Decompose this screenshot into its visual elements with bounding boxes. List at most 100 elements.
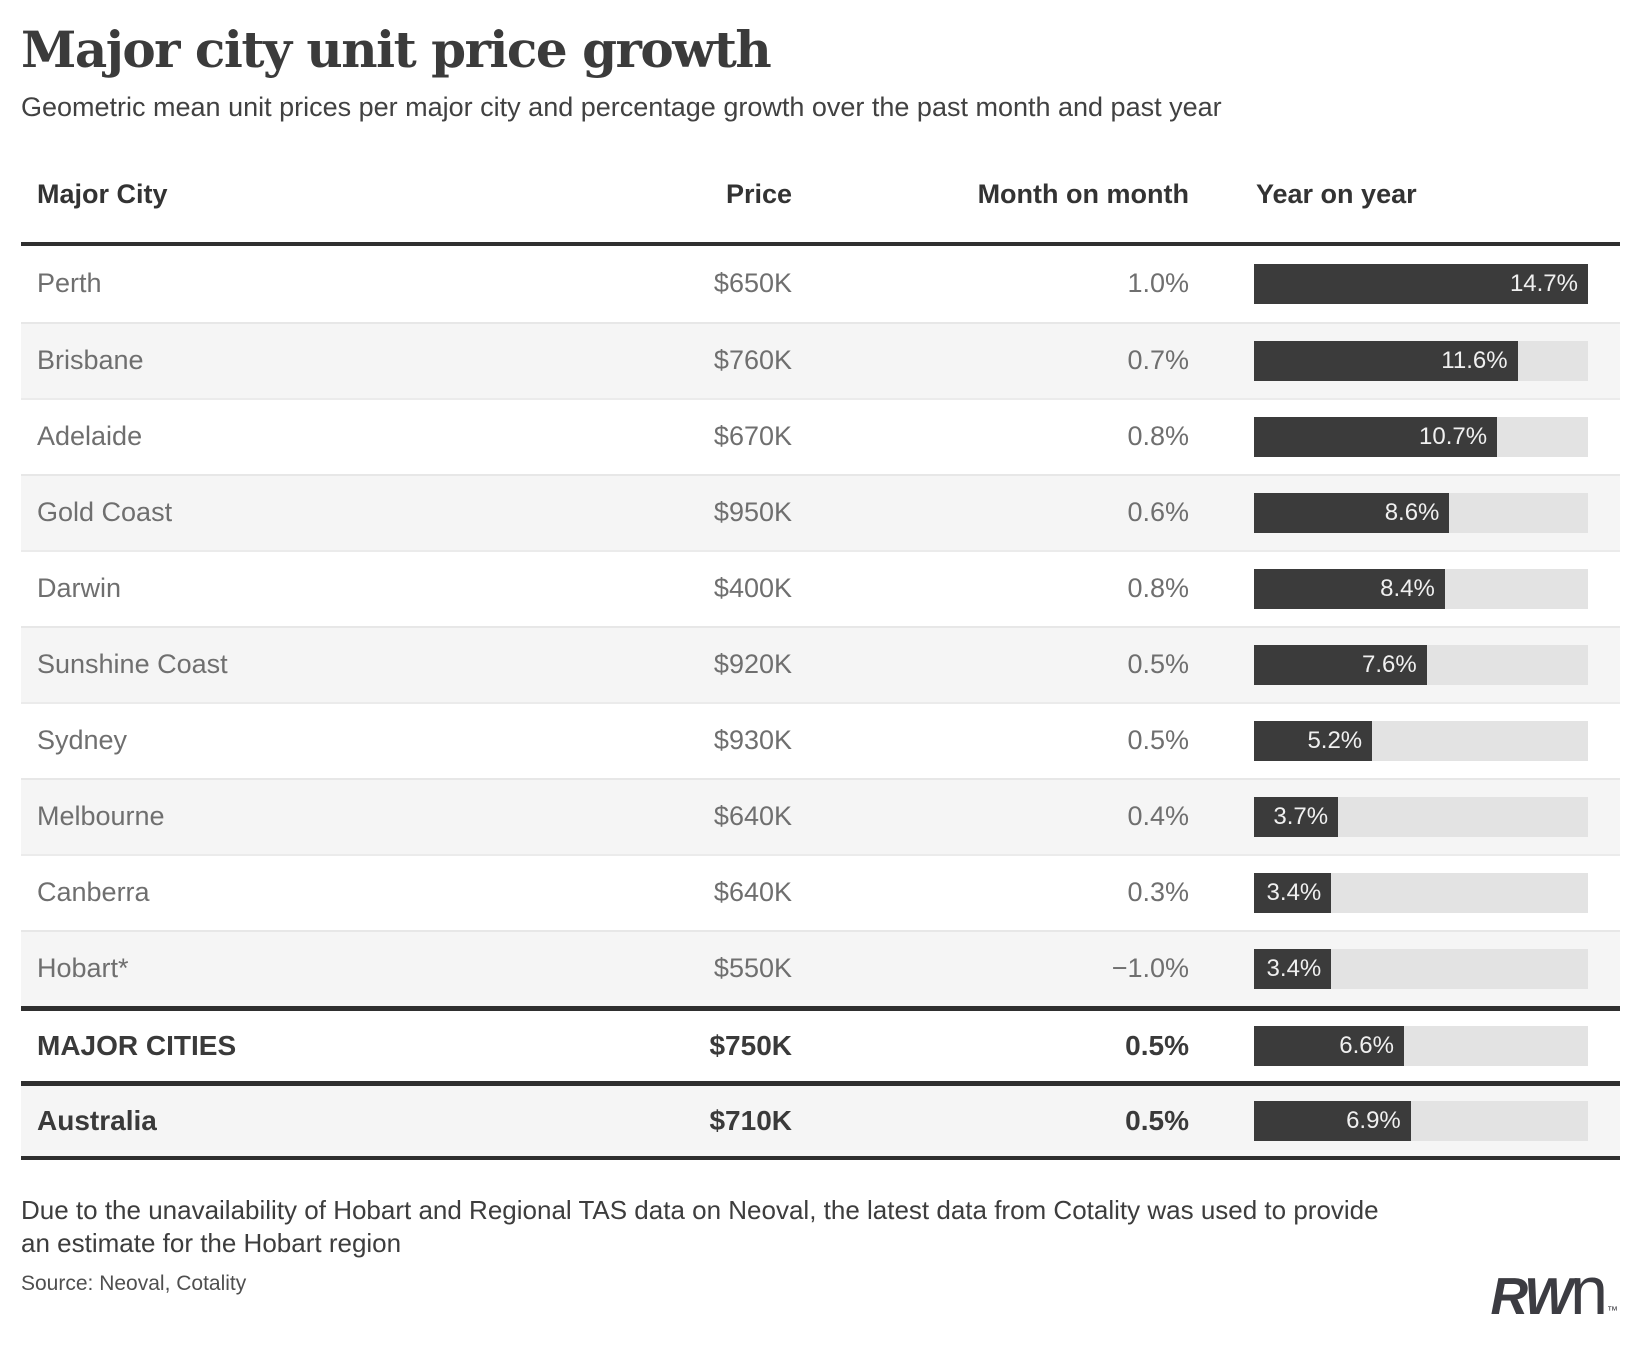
yoy-bar-track: 14.7% — [1254, 263, 1588, 304]
yoy-value-label: 5.2% — [1307, 726, 1363, 754]
yoy-bar-track: 3.7% — [1254, 796, 1588, 837]
yoy-bar-track: 6.9% — [1254, 1100, 1588, 1141]
city-cell: Hobart* — [37, 953, 129, 984]
price-cell: $650K — [713, 268, 792, 299]
table-row: Hobart* $550K −1.0% 3.4% — [21, 929, 1620, 1006]
price-cell: $400K — [713, 573, 792, 604]
yoy-value-label: 10.7% — [1419, 422, 1488, 450]
yoy-bar: 3.4% — [1254, 872, 1332, 913]
city-cell: Adelaide — [37, 421, 143, 452]
yoy-bar-track: 6.6% — [1254, 1025, 1588, 1066]
yoy-bar: 11.6% — [1254, 340, 1518, 381]
rwn-logo: RWn™ — [1490, 1252, 1618, 1330]
price-cell: $920K — [713, 649, 792, 680]
yoy-value-label: 8.4% — [1380, 574, 1435, 602]
yoy-bar: 14.7% — [1254, 263, 1588, 304]
city-cell: Melbourne — [37, 801, 165, 832]
month-on-month-cell: −1.0% — [1111, 953, 1189, 984]
trademark-symbol: ™ — [1607, 1305, 1618, 1317]
price-cell: $750K — [709, 1029, 792, 1061]
city-cell: Sunshine Coast — [37, 649, 228, 680]
yoy-bar: 3.7% — [1254, 796, 1339, 837]
price-cell: $710K — [709, 1104, 792, 1136]
month-on-month-cell: 1.0% — [1127, 268, 1189, 299]
yoy-bar: 8.6% — [1254, 492, 1450, 533]
month-on-month-cell: 0.5% — [1125, 1104, 1189, 1136]
month-on-month-cell: 0.8% — [1127, 573, 1189, 604]
yoy-bar-track: 5.2% — [1254, 720, 1588, 761]
logo-rw-text: RW — [1490, 1268, 1573, 1326]
table-row: Australia $710K 0.5% 6.9% — [21, 1080, 1620, 1156]
yoy-bar: 10.7% — [1254, 416, 1498, 457]
source-label: Source: Neoval, Cotality — [21, 1271, 247, 1295]
table-row: Canberra $640K 0.3% 3.4% — [21, 853, 1620, 930]
city-cell: Canberra — [37, 877, 150, 908]
yoy-bar-track: 3.4% — [1254, 872, 1588, 913]
column-header-price: Price — [725, 178, 792, 209]
table-header-row: Major City Price Month on month Year on … — [21, 179, 1620, 246]
city-cell: Darwin — [37, 573, 122, 604]
yoy-bar: 6.9% — [1254, 1100, 1411, 1141]
month-on-month-cell: 0.4% — [1127, 801, 1189, 832]
yoy-bar: 5.2% — [1254, 720, 1373, 761]
table-row: Sydney $930K 0.5% 5.2% — [21, 701, 1620, 778]
city-cell: Perth — [37, 268, 102, 299]
yoy-value-label: 11.6% — [1441, 346, 1508, 374]
yoy-value-label: 8.6% — [1384, 498, 1440, 526]
yoy-bar-track: 7.6% — [1254, 644, 1588, 685]
table-row: Sunshine Coast $920K 0.5% 7.6% — [21, 625, 1620, 702]
footnote: Due to the unavailability of Hobart and … — [21, 1194, 1379, 1258]
table-row: Brisbane $760K 0.7% 11.6% — [21, 321, 1620, 398]
yoy-bar-track: 3.4% — [1254, 948, 1588, 989]
price-cell: $670K — [713, 421, 792, 452]
column-header-month-on-month: Month on month — [977, 178, 1189, 209]
yoy-value-label: 3.4% — [1266, 878, 1322, 906]
city-cell: Gold Coast — [37, 497, 173, 528]
city-cell: Brisbane — [37, 345, 144, 376]
table-row: Melbourne $640K 0.4% 3.7% — [21, 777, 1620, 854]
page: Major city unit price growth Geometric m… — [0, 20, 1640, 1348]
yoy-value-label: 14.7% — [1509, 269, 1578, 297]
yoy-bar: 7.6% — [1254, 644, 1427, 685]
yoy-bar-track: 10.7% — [1254, 416, 1588, 457]
column-header-year-on-year: Year on year — [1256, 178, 1417, 209]
yoy-value-label: 7.6% — [1361, 650, 1417, 678]
month-on-month-cell: 0.5% — [1127, 725, 1189, 756]
yoy-value-label: 6.9% — [1346, 1106, 1401, 1134]
yoy-value-label: 3.7% — [1273, 802, 1329, 830]
page-subtitle: Geometric mean unit prices per major cit… — [21, 91, 1222, 122]
city-cell: Australia — [37, 1104, 157, 1136]
price-cell: $550K — [713, 953, 792, 984]
price-cell: $930K — [713, 725, 792, 756]
yoy-value-label: 6.6% — [1339, 1031, 1394, 1059]
yoy-bar: 3.4% — [1254, 948, 1332, 989]
price-cell: $950K — [713, 497, 792, 528]
yoy-bar-track: 8.6% — [1254, 492, 1588, 533]
month-on-month-cell: 0.7% — [1127, 345, 1189, 376]
month-on-month-cell: 0.6% — [1127, 497, 1189, 528]
price-cell: $760K — [713, 345, 792, 376]
month-on-month-cell: 0.5% — [1125, 1029, 1189, 1061]
yoy-bar: 8.4% — [1254, 568, 1445, 609]
price-cell: $640K — [713, 877, 792, 908]
yoy-bar-track: 8.4% — [1254, 568, 1588, 609]
logo-n-text: n — [1570, 1253, 1608, 1329]
yoy-value-label: 3.4% — [1266, 954, 1322, 982]
column-header-major-city: Major City — [37, 178, 168, 209]
city-cell: Sydney — [37, 725, 128, 756]
table-row: MAJOR CITIES $750K 0.5% 6.6% — [21, 1005, 1620, 1081]
city-cell: MAJOR CITIES — [37, 1029, 237, 1061]
table-summary: MAJOR CITIES $750K 0.5% 6.6% Australia $… — [21, 1005, 1620, 1160]
month-on-month-cell: 0.3% — [1127, 877, 1189, 908]
yoy-bar-track: 11.6% — [1254, 340, 1588, 381]
table-row: Gold Coast $950K 0.6% 8.6% — [21, 473, 1620, 550]
table-row: Darwin $400K 0.8% 8.4% — [21, 549, 1620, 626]
page-title: Major city unit price growth — [21, 20, 772, 79]
table-row: Perth $650K 1.0% 14.7% — [21, 246, 1620, 322]
table-body: Perth $650K 1.0% 14.7% Brisbane $760K 0.… — [21, 246, 1620, 1006]
table-row: Adelaide $670K 0.8% 10.7% — [21, 397, 1620, 474]
price-cell: $640K — [713, 801, 792, 832]
yoy-bar: 6.6% — [1254, 1025, 1404, 1066]
month-on-month-cell: 0.5% — [1127, 649, 1189, 680]
month-on-month-cell: 0.8% — [1127, 421, 1189, 452]
